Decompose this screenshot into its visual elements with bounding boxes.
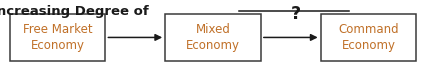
Text: Command
Economy: Command Economy [338,23,399,52]
FancyBboxPatch shape [165,14,261,61]
FancyBboxPatch shape [321,14,416,61]
Text: Free Market
Economy: Free Market Economy [23,23,92,52]
Text: ?: ? [291,5,301,23]
Text: Mixed
Economy: Mixed Economy [186,23,240,52]
Text: Increasing Degree of: Increasing Degree of [0,5,149,18]
FancyBboxPatch shape [10,14,106,61]
